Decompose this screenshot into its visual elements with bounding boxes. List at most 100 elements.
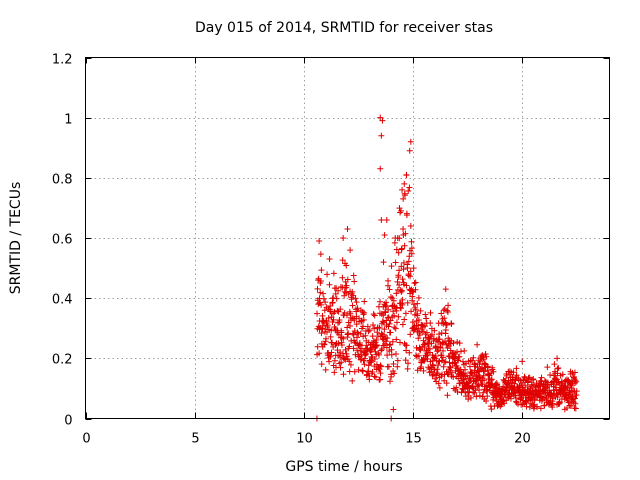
data-point xyxy=(519,358,526,365)
data-point xyxy=(399,186,406,193)
data-point xyxy=(397,207,404,214)
data-point xyxy=(567,403,574,410)
data-point xyxy=(429,372,436,379)
data-point xyxy=(377,362,384,369)
data-point xyxy=(454,338,461,345)
data-point xyxy=(382,309,389,316)
data-point xyxy=(408,250,415,257)
data-point xyxy=(399,276,406,283)
data-point xyxy=(554,365,561,372)
data-point xyxy=(347,247,354,254)
data-point xyxy=(429,331,436,338)
data-point xyxy=(337,306,344,313)
data-point xyxy=(456,353,463,360)
data-point xyxy=(389,338,396,345)
data-point xyxy=(340,335,347,342)
data-point xyxy=(387,341,394,348)
data-point xyxy=(490,368,497,375)
data-point xyxy=(385,306,392,313)
data-point xyxy=(503,372,510,379)
data-point xyxy=(396,267,403,274)
data-point xyxy=(337,364,344,371)
data-point xyxy=(398,245,405,252)
data-point xyxy=(330,295,337,302)
data-point xyxy=(378,347,385,354)
data-point xyxy=(432,352,439,359)
data-point xyxy=(445,353,452,360)
data-point xyxy=(378,346,385,353)
data-point xyxy=(327,353,334,360)
data-point xyxy=(371,312,378,319)
data-point xyxy=(426,345,433,352)
data-point xyxy=(383,303,390,310)
data-point xyxy=(349,288,356,295)
data-point xyxy=(343,353,350,360)
data-point xyxy=(534,403,541,410)
data-point xyxy=(488,377,495,384)
data-point xyxy=(471,367,478,374)
data-point xyxy=(436,384,443,391)
data-point xyxy=(321,341,328,348)
data-point xyxy=(354,305,361,312)
data-point xyxy=(383,299,390,306)
data-point xyxy=(481,368,488,375)
data-point xyxy=(444,308,451,315)
data-point xyxy=(314,285,321,292)
data-point xyxy=(430,371,437,378)
data-point xyxy=(393,336,400,343)
data-point xyxy=(396,282,403,289)
data-point xyxy=(494,381,501,388)
x-tick-label: 0 xyxy=(82,432,90,447)
data-point xyxy=(484,393,491,400)
data-point xyxy=(559,371,566,378)
data-point xyxy=(408,245,415,252)
data-point xyxy=(421,356,428,363)
data-point xyxy=(379,335,386,342)
data-point xyxy=(393,290,400,297)
data-point xyxy=(351,368,358,375)
data-point xyxy=(482,350,489,357)
data-point xyxy=(381,326,388,333)
data-point xyxy=(530,402,537,409)
data-point xyxy=(344,276,351,283)
data-point xyxy=(404,365,411,372)
data-point xyxy=(401,242,408,249)
data-point xyxy=(360,316,367,323)
data-point xyxy=(328,349,335,356)
data-point xyxy=(395,249,402,256)
data-point xyxy=(565,399,572,406)
data-point xyxy=(343,262,350,269)
data-point xyxy=(399,296,406,303)
data-point xyxy=(401,316,408,323)
data-point xyxy=(412,286,419,293)
data-point xyxy=(354,329,361,336)
data-point xyxy=(320,290,327,297)
data-point xyxy=(387,329,394,336)
data-point xyxy=(441,315,448,322)
data-point xyxy=(325,314,332,321)
data-point xyxy=(318,267,325,274)
data-point xyxy=(471,360,478,367)
data-point xyxy=(408,238,415,245)
data-point xyxy=(390,297,397,304)
data-point xyxy=(391,324,398,331)
data-point xyxy=(336,317,343,324)
data-point xyxy=(554,355,561,362)
data-point xyxy=(393,319,400,326)
data-point xyxy=(443,380,450,387)
data-point xyxy=(450,340,457,347)
data-point xyxy=(440,363,447,370)
data-point xyxy=(483,397,490,404)
data-point xyxy=(440,347,447,354)
data-point xyxy=(344,331,351,338)
data-point xyxy=(378,363,385,370)
data-point xyxy=(414,312,421,319)
data-point xyxy=(320,295,327,302)
data-point xyxy=(350,345,357,352)
data-point xyxy=(421,358,428,365)
data-point xyxy=(344,225,351,232)
data-point xyxy=(335,340,342,347)
chart-title: Day 015 of 2014, SRMTID for receiver sta… xyxy=(195,20,493,36)
data-point xyxy=(353,299,360,306)
data-point xyxy=(392,259,399,266)
